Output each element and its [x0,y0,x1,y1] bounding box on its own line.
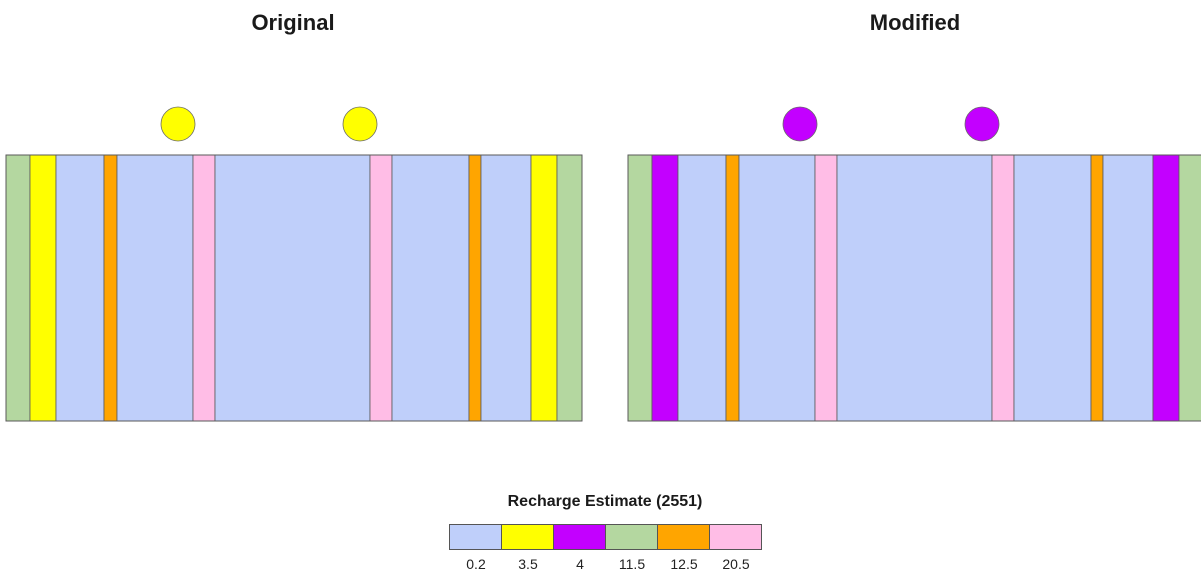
original-strip-2 [29,154,57,422]
original-panel [5,106,583,422]
modified-strip-8 [991,154,1015,422]
original-strip-1 [5,154,31,422]
legend-label-5: 12.5 [670,556,698,572]
modified-strip-5 [738,154,816,422]
original-strip-13 [556,154,583,422]
original-strip-9 [391,154,470,422]
legend-color-bar [449,524,762,550]
modified-panel [627,106,1201,422]
legend-label-3: 4 [576,556,584,572]
modified-well-marker-2 [964,106,1000,142]
modified-strip-1 [627,154,653,422]
modified-strip-13 [1178,154,1201,422]
legend-swatch-5 [657,524,710,550]
legend-swatch-2 [501,524,554,550]
original-strip-6 [192,154,216,422]
modified-strip-7 [836,154,993,422]
original-panel-title: Original [251,10,335,35]
original-strip-3 [55,154,105,422]
legend-labels: 0.2 3.5 4 11.5 12.5 20.5 [450,556,762,576]
original-strip-8 [369,154,393,422]
legend-label-4: 11.5 [618,556,646,572]
modified-strip-6 [814,154,838,422]
legend-label-2: 3.5 [518,556,538,572]
modified-strip-10 [1090,154,1104,422]
modified-frame [627,154,1201,422]
legend-label-6: 20.5 [722,556,750,572]
original-strip-5 [116,154,194,422]
original-well-marker-1 [160,106,196,142]
modified-strip-3 [677,154,727,422]
modified-strip-11 [1102,154,1154,422]
original-strip-7 [214,154,371,422]
modified-panel-title: Modified [869,10,961,35]
original-well-marker-2 [342,106,378,142]
modified-strip-12 [1152,154,1180,422]
legend-swatch-3 [553,524,606,550]
legend-title: Recharge Estimate (2551) [507,493,703,510]
original-strip-12 [530,154,558,422]
modified-strip-2 [651,154,679,422]
original-strip-10 [468,154,482,422]
legend-swatch-1 [449,524,502,550]
original-strip-11 [480,154,532,422]
legend-swatch-6 [709,524,762,550]
modified-strip-4 [725,154,740,422]
modified-well-marker-1 [782,106,818,142]
original-strip-4 [103,154,118,422]
modified-strip-9 [1013,154,1092,422]
original-frame [5,154,583,422]
legend-label-1: 0.2 [466,556,486,572]
legend-swatch-4 [605,524,658,550]
